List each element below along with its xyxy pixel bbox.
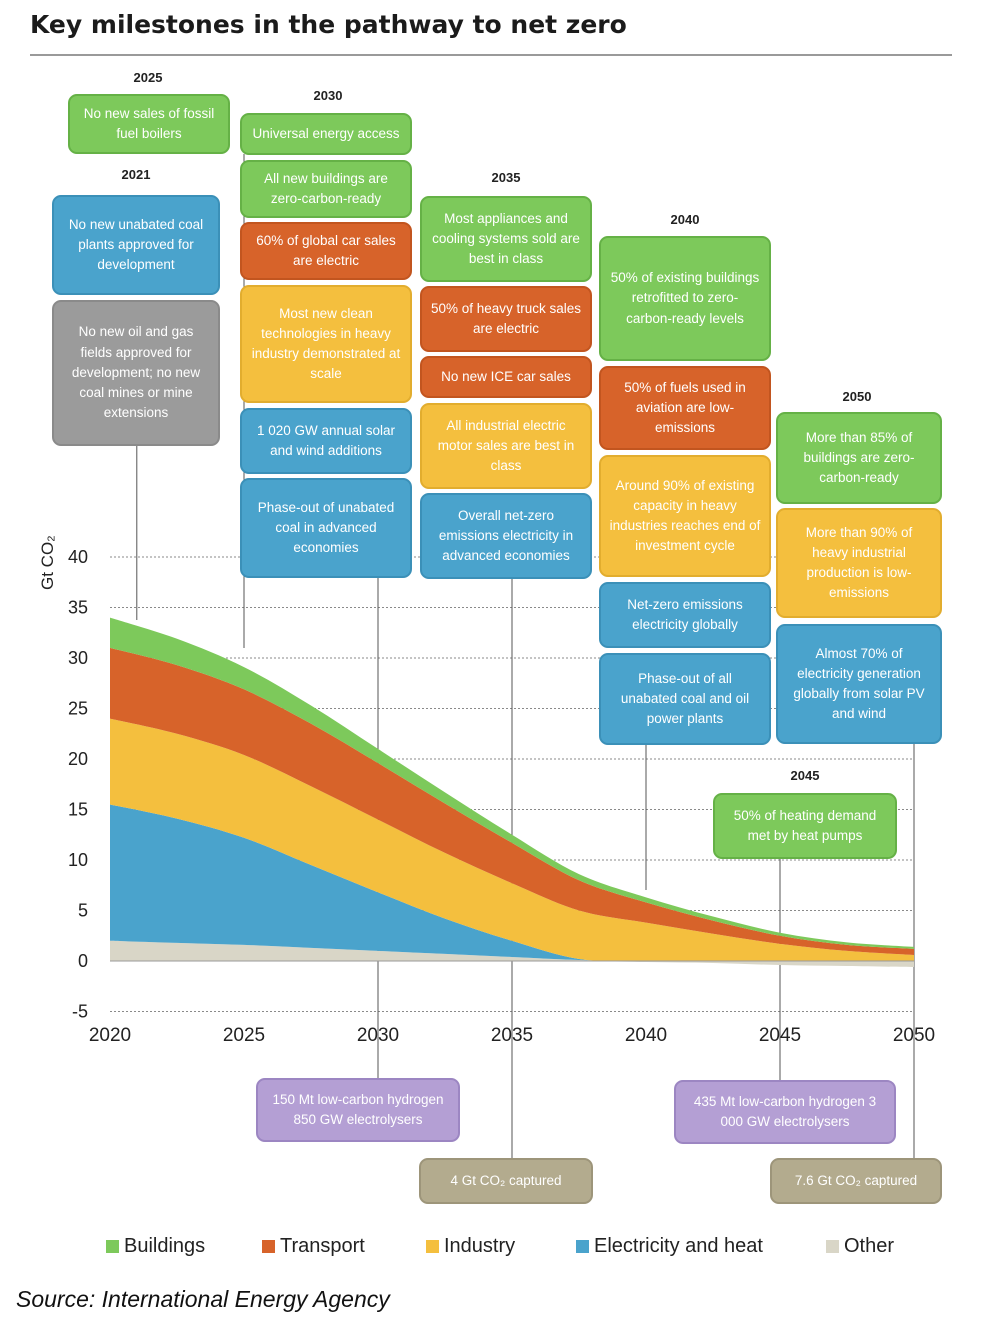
milestone-2035-heavy-trucks: 50% of heavy truck sales are electric [420,286,592,352]
legend-item-other: Other [826,1235,894,1258]
year-label-2050: 2050 [842,389,872,404]
legend-label-buildings: Buildings [124,1235,206,1257]
milestone-2045-heat-pumps: 50% of heating demand met by heat pumps [713,793,897,859]
milestone-2040-building-retrofits: 50% of existing buildings retrofitted to… [599,236,771,361]
legend-item-industry: Industry [426,1235,515,1258]
x-tick-label: 2045 [759,1025,801,1046]
area-transport [110,647,914,955]
milestone-2040-netzero-global: Net-zero emissions electricity globally [599,582,771,648]
milestone-2030-solar-wind: 1 020 GW annual solar and wind additions [240,408,412,474]
x-tick-label: 2030 [357,1025,399,1046]
milestone-2030-energy-access: Universal energy access [240,113,412,155]
legend-swatch-transport [262,1240,275,1253]
area-electricity-and-heat [110,804,914,962]
page-title: Key milestones in the pathway to net zer… [30,10,627,39]
legend-swatch-other [826,1240,839,1253]
legend-label-transport: Transport [280,1235,365,1257]
y-tick-label: 20 [68,749,88,769]
milestone-2021-coal-plants: No new unabated coal plants approved for… [52,195,220,295]
x-tick-labels: 2020 2025 2030 2035 2040 2045 2050 [89,1025,935,1046]
area-buildings [110,617,914,949]
milestone-2035-ice-cars: No new ICE car sales [420,356,592,398]
milestone-2030-new-buildings: All new buildings are zero-carbon-ready [240,160,412,218]
legend-swatch-industry [426,1240,439,1253]
source-note: Source: International Energy Agency [16,1286,390,1312]
milestone-2035-electric-motors: All industrial electric motor sales are … [420,403,592,489]
y-tick-label: 5 [78,901,88,921]
y-tick-label: 25 [68,699,88,719]
x-tick-label: 2020 [89,1025,131,1046]
milestone-2040-aviation-fuels: 50% of fuels used in aviation are low-em… [599,366,771,450]
legend-item-electricity-heat: Electricity and heat [576,1235,763,1258]
milestone-2030-car-sales: 60% of global car sales are electric [240,222,412,280]
area-series [110,617,914,968]
milestone-2035-netzero-advanced: Overall net-zero emissions electricity i… [420,493,592,579]
milestone-2045-hydrogen: 435 Mt low-carbon hydrogen 3 000 GW elec… [674,1080,896,1144]
legend-label-industry: Industry [444,1235,516,1257]
legend-swatch-buildings [106,1240,119,1253]
legend-item-transport: Transport [262,1235,365,1258]
legend-label-electricity-heat: Electricity and heat [594,1235,763,1257]
legend-swatch-electricity-heat [576,1240,589,1253]
year-label-2040: 2040 [670,212,700,227]
y-tick-label: 15 [68,800,88,820]
year-label-2025: 2025 [133,70,163,85]
milestone-2025-fossil-boilers: No new sales of fossil fuel boilers [68,94,230,154]
milestone-2050-co2-captured: 7.6 Gt CO₂ captured [770,1158,942,1204]
milestone-2035-co2-captured: 4 Gt CO₂ captured [419,1158,593,1204]
milestone-2040-coal-oil-phaseout: Phase-out of all unabated coal and oil p… [599,653,771,745]
area-industry [110,718,914,962]
milestone-2050-industrial-production: More than 90% of heavy industrial produc… [776,508,942,618]
x-tick-label: 2040 [625,1025,667,1046]
y-tick-label: 30 [68,648,88,668]
milestone-2050-solar-wind: Almost 70% of electricity generation glo… [776,624,942,744]
y-tick-labels: -5 0 5 10 15 20 25 30 35 40 [68,547,88,1022]
milestone-2035-appliances: Most appliances and cooling systems sold… [420,196,592,282]
y-tick-label: 35 [68,598,88,618]
y-tick-label: -5 [72,1002,88,1022]
x-tick-label: 2050 [893,1025,935,1046]
milestone-2030-coal-phaseout: Phase-out of unabated coal in advanced e… [240,478,412,578]
milestone-2030-hydrogen: 150 Mt low-carbon hydrogen 850 GW electr… [256,1078,460,1142]
legend-label-other: Other [844,1235,895,1257]
x-tick-label: 2025 [223,1025,265,1046]
year-label-2030: 2030 [313,88,343,103]
milestone-2021-oil-gas-fields: No new oil and gas fields approved for d… [52,300,220,446]
year-label-2045: 2045 [790,768,820,783]
title-divider [30,54,952,56]
area-other [110,940,914,968]
y-tick-label: 10 [68,850,88,870]
y-axis-label: Gt CO₂ [38,535,57,590]
y-tick-label: 0 [78,951,88,971]
year-label-2035: 2035 [491,170,521,185]
milestone-2040-heavy-industry: Around 90% of existing capacity in heavy… [599,455,771,577]
y-tick-label: 40 [68,547,88,567]
milestone-2030-clean-technologies: Most new clean technologies in heavy ind… [240,285,412,403]
x-tick-label: 2035 [491,1025,533,1046]
legend-item-buildings: Buildings [106,1235,205,1258]
year-label-2021: 2021 [121,167,151,182]
milestone-2050-buildings: More than 85% of buildings are zero-carb… [776,412,942,504]
